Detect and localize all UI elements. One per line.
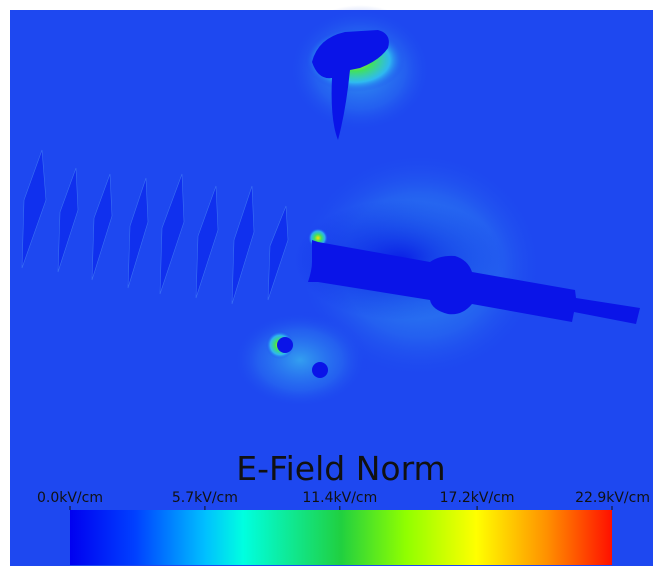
vanes: [21, 149, 289, 305]
field-halo: [230, 310, 370, 410]
colorbar-tick-label: 0.0kV/cm: [37, 490, 103, 506]
colorbar-tick-label: 11.4kV/cm: [302, 490, 377, 506]
colorbar-tick-label: 5.7kV/cm: [172, 490, 238, 506]
colorbar-tick-label: 22.9kV/cm: [575, 490, 650, 506]
colorbar-tick-label: 17.2kV/cm: [440, 490, 515, 506]
conductors: [277, 30, 640, 378]
colorbar-title: E-Field Norm: [236, 449, 445, 488]
colorbar: [70, 510, 612, 565]
colorbar-ticks: 0.0kV/cm 5.7kV/cm 11.4kV/cm 17.2kV/cm 22.9kV…: [37, 490, 650, 510]
